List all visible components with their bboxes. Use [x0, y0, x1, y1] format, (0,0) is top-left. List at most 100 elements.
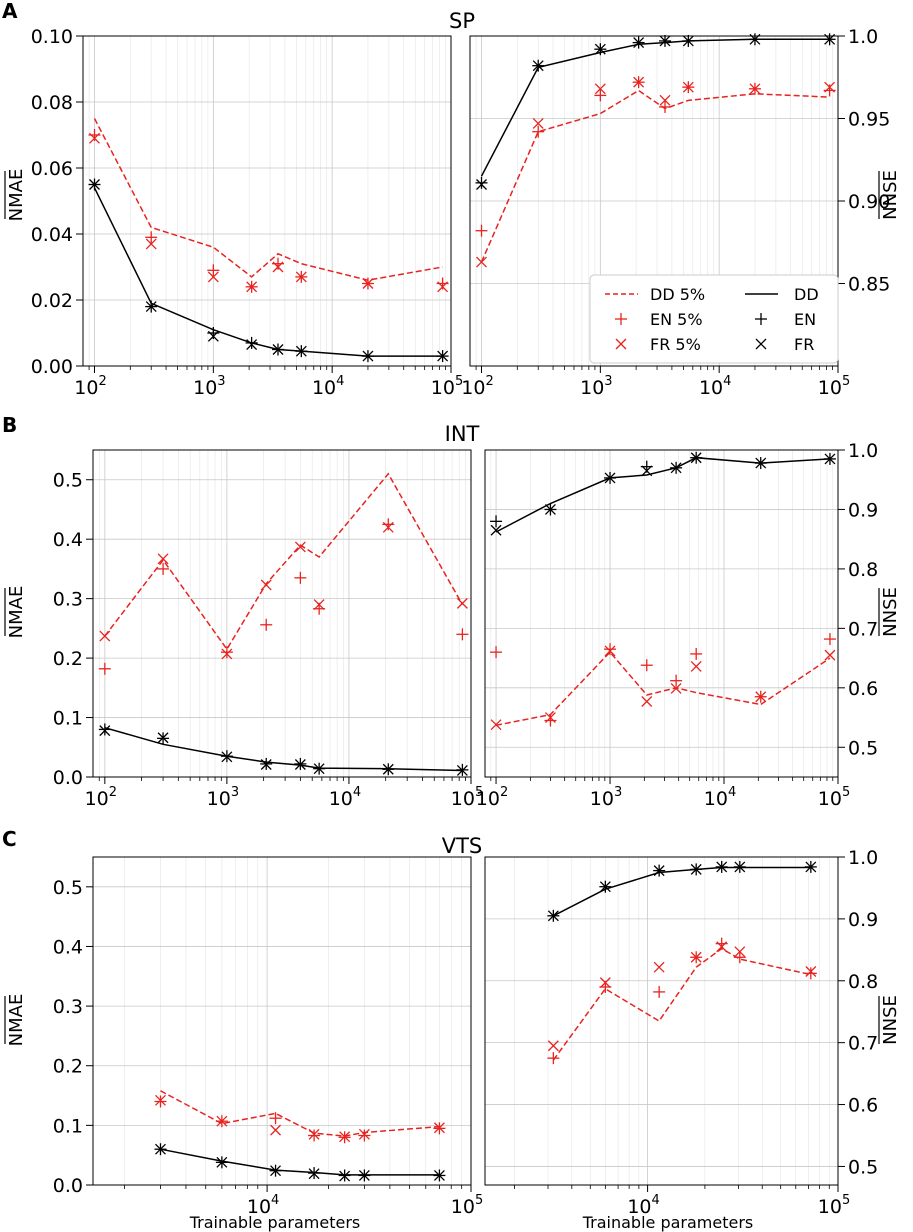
series-en-marker: [490, 515, 503, 528]
series-dd-5-line: [552, 947, 811, 1061]
series-en-5-marker: [154, 1095, 167, 1108]
y-tick-label: 0.06: [31, 158, 73, 180]
plot-frame: [484, 449, 839, 778]
x-tick-label: 102: [476, 785, 508, 810]
series-dd-line: [104, 726, 463, 772]
series-fr-5-marker: [682, 81, 694, 93]
y-tick-label: 0.95: [848, 109, 890, 131]
series-dd-line: [480, 38, 830, 177]
ylabel-b-right: NNSE: [878, 587, 901, 637]
x-tick-label: 103: [580, 374, 612, 399]
x-tick-label: 105: [451, 1193, 483, 1218]
x-tick-label: 103: [590, 785, 622, 810]
series-fr-5-marker: [755, 691, 767, 703]
svg-text:NMAE: NMAE: [6, 994, 27, 1047]
series-en-5-marker: [823, 633, 836, 646]
series-fr-marker: [313, 763, 325, 775]
plot-frame: [92, 856, 472, 1186]
series-dd-line: [160, 1148, 440, 1176]
series-en-5-marker: [690, 647, 703, 660]
series-en-5-marker: [220, 646, 233, 659]
series-fr-5-marker: [670, 682, 682, 694]
legend-label-en: EN: [794, 310, 816, 329]
x-tick-label: 105: [818, 785, 850, 810]
series-dd-5-line: [104, 472, 464, 651]
y-tick-label: 0.5: [848, 737, 878, 759]
series-dd-5-line: [160, 1090, 440, 1137]
series-en-5-marker: [475, 224, 488, 237]
series-fr-5-marker: [270, 1124, 282, 1136]
series-fr-marker: [207, 330, 219, 342]
x-tick-label: 102: [461, 374, 493, 399]
series-dd-line: [553, 866, 811, 917]
x-tick-label: 105: [818, 374, 850, 399]
series-en-marker: [245, 336, 258, 349]
series-fr-marker: [824, 33, 836, 45]
series-fr-5-marker: [308, 1128, 320, 1140]
series-fr-marker: [690, 452, 702, 464]
series-fr-5-marker: [216, 1115, 228, 1127]
x-tick-label: 104: [704, 785, 736, 810]
series-en-5-marker: [532, 125, 545, 138]
series-en-5-marker: [547, 1052, 560, 1065]
y-tick-label: 0.85: [848, 274, 890, 296]
series-fr-marker: [749, 33, 761, 45]
series-fr-5-marker: [295, 271, 307, 283]
series-fr-5-marker: [207, 271, 219, 283]
x-tick-label: 103: [207, 785, 239, 810]
series-dd-line: [495, 456, 831, 533]
series-fr-marker: [216, 1156, 228, 1168]
series-fr-marker: [145, 301, 157, 313]
series-fr-marker: [682, 35, 694, 47]
series-fr-marker: [155, 1143, 166, 1155]
series-fr-5-marker: [339, 1131, 351, 1143]
y-tick-label: 0.6: [848, 1095, 878, 1117]
ylabel-a-right: NNSE: [878, 170, 901, 220]
y-tick-label: 0.6: [848, 678, 878, 700]
series-en-5-marker: [604, 643, 617, 656]
panel-letter-b: B: [2, 413, 17, 437]
series-fr-marker: [594, 43, 606, 55]
series-fr-marker: [437, 350, 449, 362]
legend-label-fr: FR: [794, 335, 814, 354]
series-en-5-marker: [733, 951, 746, 964]
y-tick-label: 1.0: [848, 440, 878, 462]
series-fr-5-marker: [633, 76, 645, 88]
y-tick-label: 0.5: [53, 877, 83, 899]
series-fr-5-marker: [824, 649, 836, 661]
series-fr-marker: [221, 751, 233, 763]
series-dd-5-line: [480, 89, 830, 263]
svg-text:NMAE: NMAE: [6, 169, 27, 222]
series-fr-marker: [272, 344, 284, 355]
series-en-5-marker: [269, 1112, 282, 1125]
series-en-5-marker: [658, 100, 671, 113]
series-fr-5-marker: [594, 83, 606, 95]
y-tick-label: 0.1: [53, 1115, 83, 1137]
y-tick-label: 0.5: [848, 1156, 878, 1178]
series-fr-marker: [157, 732, 169, 744]
series-en-5-marker: [294, 571, 307, 584]
series-fr-marker: [824, 453, 836, 465]
y-tick-label: 1.0: [848, 26, 878, 48]
ylabel-c-right: NNSE: [878, 995, 901, 1045]
series-fr-5-marker: [362, 278, 374, 289]
series-fr-marker: [295, 345, 307, 357]
x-tick-label: 105: [431, 374, 463, 399]
x-tick-label: 102: [74, 374, 106, 399]
series-fr-5-marker: [734, 946, 746, 958]
series-fr-marker: [659, 35, 671, 47]
y-tick-label: 0.0: [53, 767, 83, 789]
series-fr-5-marker: [641, 696, 653, 707]
series-fr-5-marker: [716, 941, 728, 953]
series-en-5-marker: [358, 1129, 371, 1142]
panel-letter-a: A: [2, 0, 18, 23]
series-en-5-marker: [308, 1129, 321, 1142]
series-fr-5-marker: [89, 132, 100, 144]
panel-title-vts: VTS: [442, 834, 483, 858]
plot-a-left: 102 103 104 105 0.00 0.02 0.04 0.06 0.08 0.10: [31, 26, 464, 399]
y-tick-label: 0.10: [31, 26, 73, 48]
